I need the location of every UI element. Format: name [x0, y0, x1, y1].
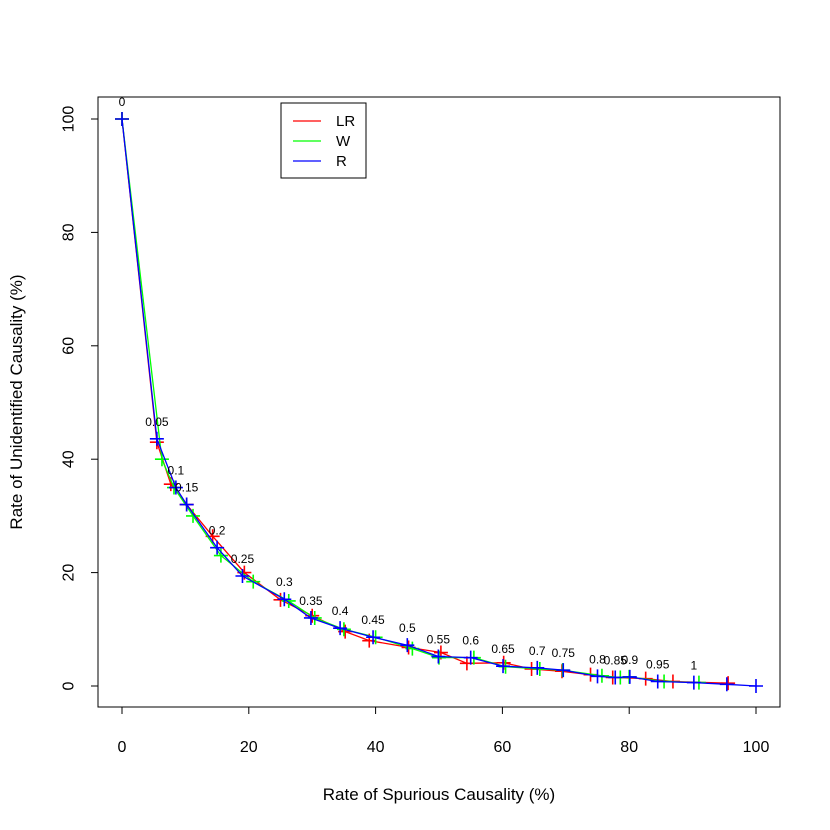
series-layer: [115, 112, 763, 693]
data-point: [721, 676, 736, 691]
data-point: [277, 592, 292, 607]
y-tick-label: 80: [61, 223, 78, 241]
data-point: [303, 610, 318, 625]
x-tick-label: 100: [743, 739, 770, 756]
series-w: [115, 112, 706, 690]
data-point: [366, 630, 381, 645]
threshold-label: 0.4: [332, 604, 349, 618]
threshold-label: 0.55: [427, 633, 451, 647]
threshold-label: 0.9: [621, 653, 638, 667]
threshold-label: 0.1: [168, 464, 185, 478]
data-point: [622, 669, 637, 684]
x-tick-label: 20: [240, 739, 258, 756]
data-point: [213, 548, 228, 563]
x-tick-label: 40: [367, 739, 385, 756]
data-point: [530, 660, 545, 675]
threshold-label: 0.45: [361, 613, 385, 627]
x-axis: 0 20 40 60 80 100: [118, 706, 770, 756]
data-point: [496, 659, 511, 674]
data-point: [556, 663, 571, 678]
y-axis: 0 20 40 60 80 100: [61, 106, 99, 690]
legend-label: R: [336, 153, 347, 170]
series-lr: [115, 112, 736, 691]
threshold-label: 0.8: [589, 652, 606, 666]
data-point: [686, 675, 701, 690]
y-tick-label: 20: [61, 564, 78, 582]
threshold-label: 0.35: [299, 594, 323, 608]
x-axis-title: Rate of Spurious Causality (%): [323, 785, 555, 804]
data-point: [154, 452, 169, 467]
series-line: [121, 118, 729, 684]
data-point: [186, 508, 201, 523]
series-r: [115, 112, 763, 693]
y-tick-label: 0: [61, 681, 78, 690]
threshold-label: 0.75: [552, 646, 576, 660]
threshold-label: 0.2: [209, 524, 226, 538]
threshold-label: 0.65: [491, 642, 515, 656]
x-tick-label: 80: [620, 739, 638, 756]
threshold-label: 0.05: [145, 415, 169, 429]
legend: LR WR: [280, 102, 367, 179]
data-point: [400, 638, 415, 653]
threshold-label: 0.3: [276, 575, 293, 589]
plot-frame: [97, 96, 781, 708]
data-point: [168, 480, 183, 495]
threshold-label: 0.7: [529, 644, 546, 658]
data-point: [463, 650, 478, 665]
threshold-label: 0.6: [462, 634, 479, 648]
series-line: [121, 118, 757, 687]
data-point: [590, 669, 605, 684]
threshold-label: 0.85: [604, 653, 628, 667]
x-tick-label: 60: [494, 739, 512, 756]
legend-label: LR: [336, 113, 355, 130]
threshold-label: 0.5: [399, 621, 416, 635]
data-point: [719, 677, 734, 692]
x-tick-label: 0: [118, 739, 127, 756]
legend-label: W: [336, 133, 351, 150]
threshold-label: 0: [119, 95, 126, 109]
data-point: [210, 540, 225, 555]
y-tick-label: 40: [61, 450, 78, 468]
data-point: [179, 497, 194, 512]
data-point: [650, 674, 665, 689]
data-point: [608, 670, 623, 685]
data-point: [235, 569, 250, 584]
data-point: [333, 621, 348, 636]
threshold-label: 0.95: [646, 657, 670, 671]
threshold-label: 1: [691, 659, 698, 673]
data-point: [115, 112, 129, 126]
data-point: [749, 679, 763, 693]
threshold-labels: 0 0.05 0.1 0.15 0.2 0.25 0.3 0.35 0.4 0.45 0.5 0.55…: [119, 95, 698, 673]
threshold-label: 0.25: [231, 552, 255, 566]
y-tick-label: 100: [61, 106, 78, 133]
y-axis-title: Rate of Unidentified Causality (%): [7, 274, 26, 529]
data-point: [431, 649, 446, 664]
y-tick-label: 60: [61, 337, 78, 355]
threshold-label: 0.15: [175, 481, 199, 495]
data-point: [149, 431, 164, 446]
data-point: [459, 656, 474, 671]
series-line: [121, 118, 699, 684]
